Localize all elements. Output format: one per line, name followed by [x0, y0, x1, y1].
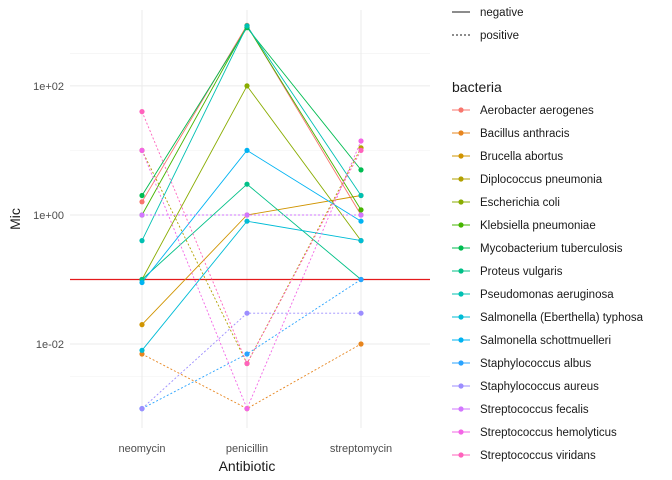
legend-label: Streptococcus fecalis [480, 404, 589, 416]
y-axis-title: Mic [7, 208, 23, 230]
data-point [358, 310, 364, 316]
data-point [244, 360, 250, 367]
data-point [358, 138, 364, 144]
x-axis-title: Antibiotic [219, 458, 276, 474]
legend-label: Staphylococcus aureus [480, 381, 599, 393]
series-line [141, 25, 362, 241]
linetype-legend-label: negative [480, 7, 523, 19]
legend-label: Salmonella schottmuelleri [480, 335, 611, 347]
data-point [139, 199, 145, 205]
legend-key-point [458, 429, 464, 435]
series-line [141, 279, 362, 409]
data-point [139, 238, 145, 244]
linetype-legend-label: positive [480, 30, 519, 42]
series-line [141, 85, 362, 280]
data-point [244, 23, 250, 29]
legend-label: Brucella abortus [480, 151, 563, 163]
grid [70, 10, 430, 428]
data-point [244, 218, 250, 224]
legend-label: Pseudomonas aeruginosa [480, 289, 614, 301]
data-point [358, 147, 364, 153]
data-point [139, 322, 145, 328]
data-point [358, 341, 364, 347]
legend-label: Bacillus anthracis [480, 128, 570, 140]
data-point [244, 212, 250, 218]
legend-label: Proteus vulgaris [480, 266, 563, 278]
data-point [358, 167, 364, 173]
legend-label: Staphylococcus albus [480, 358, 591, 370]
legend-label: Aerobacter aerogenes [480, 105, 594, 117]
series-lines [141, 24, 362, 410]
data-point [358, 238, 364, 244]
data-point [139, 147, 145, 153]
series-line [141, 343, 362, 410]
color-legend: Aerobacter aerogenes Bacillus anthracis Br… [452, 105, 644, 462]
legend-key-point [458, 406, 464, 412]
data-point [244, 181, 250, 187]
data-point [244, 351, 250, 357]
legend-key-point [458, 153, 464, 159]
data-point [139, 351, 145, 357]
data-point [358, 212, 364, 218]
series-line [141, 111, 362, 365]
data-point [139, 406, 145, 412]
color-legend-title: bacteria [452, 79, 502, 95]
legend-key-point [458, 130, 464, 136]
data-point [358, 218, 364, 224]
series-line [141, 140, 362, 410]
series-line [141, 25, 362, 216]
data-point [358, 276, 364, 283]
series-line [141, 183, 362, 280]
y-tick-labels: 1e-02 1e+00 1e+02 [33, 81, 64, 351]
data-point [244, 147, 250, 153]
legend-key-point [458, 176, 464, 182]
series-line [141, 26, 362, 196]
legend-label: Escherichia coli [480, 197, 560, 209]
series-line [141, 312, 361, 409]
legend-label: Mycobacterium tuberculosis [480, 243, 623, 255]
legend-key-point [458, 452, 464, 458]
legend-label: Streptococcus viridans [480, 450, 596, 462]
data-point [139, 212, 145, 218]
x-tick-label: streptomycin [330, 443, 392, 455]
data-point [139, 279, 145, 286]
x-tick-label: neomycin [118, 443, 165, 455]
data-point [358, 192, 364, 199]
legend-key-point [458, 360, 464, 366]
legend-key-point [458, 222, 464, 228]
legend-key-point [458, 291, 464, 297]
legend-key-point [458, 245, 464, 251]
legend-label: Diplococcus pneumonia [480, 174, 603, 186]
data-point [244, 406, 250, 412]
y-tick-label: 1e+02 [33, 81, 64, 93]
legend-label: Klebsiella pneumoniae [480, 220, 596, 232]
legend-key-point [458, 199, 464, 205]
data-point [139, 347, 145, 353]
legend-key-point [458, 314, 464, 320]
legend-key-point [458, 337, 464, 343]
data-point [244, 310, 250, 316]
legend-key-point [458, 383, 464, 389]
series-points [139, 22, 364, 412]
y-tick-label: 1e-02 [36, 339, 64, 351]
legend-label: Streptococcus hemolyticus [480, 427, 617, 439]
linetype-legend: negative positive [452, 7, 523, 42]
data-point [139, 109, 145, 115]
legend-key-point [458, 268, 464, 274]
data-point [244, 83, 250, 89]
x-tick-label: penicillin [226, 443, 268, 455]
x-tick-labels: neomycin penicillin streptomycin [118, 443, 392, 455]
legend-key-point [458, 107, 464, 113]
series-line [141, 147, 362, 365]
y-tick-label: 1e+00 [33, 210, 64, 222]
data-point [139, 192, 145, 199]
legend-label: Salmonella (Eberthella) typhosa [480, 312, 644, 324]
data-point [358, 207, 364, 213]
